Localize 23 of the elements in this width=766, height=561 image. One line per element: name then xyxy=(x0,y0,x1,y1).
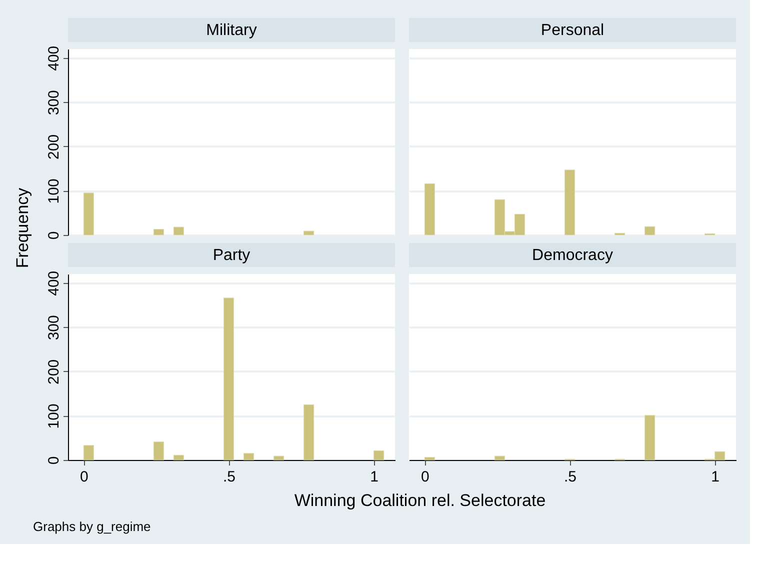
y-tick-label: 0 xyxy=(46,456,62,465)
y-tick-label: 400 xyxy=(46,46,62,71)
x-tick-label: 0 xyxy=(80,468,88,486)
x-tick-label: .5 xyxy=(222,468,236,486)
x-tick-label: 1 xyxy=(711,468,720,486)
x-tick-label: 0 xyxy=(420,468,430,486)
chart-title: Personal xyxy=(540,22,604,39)
y-tick-label: 400 xyxy=(46,270,62,296)
x-tick-label: .5 xyxy=(564,468,576,486)
y-tick-label: 200 xyxy=(46,359,62,384)
chart-title: Party xyxy=(212,247,250,264)
text: Graphs by g_regime xyxy=(33,519,151,534)
chart-title: Democracy xyxy=(532,247,613,264)
x-tick-label: 1 xyxy=(370,468,378,486)
y-tick-label: 100 xyxy=(46,178,62,204)
y-tick-label: 300 xyxy=(46,315,62,340)
chart-title: Military xyxy=(206,22,257,39)
x-axis-title: Winning Coalition rel. Selectorate xyxy=(294,491,546,510)
y-tick-label: 300 xyxy=(46,90,62,116)
y-tick-label: 0 xyxy=(46,231,62,240)
y-tick-label: 200 xyxy=(46,134,62,160)
y-tick-label: 100 xyxy=(46,404,62,429)
y-axis-title: Frequency xyxy=(13,187,32,268)
